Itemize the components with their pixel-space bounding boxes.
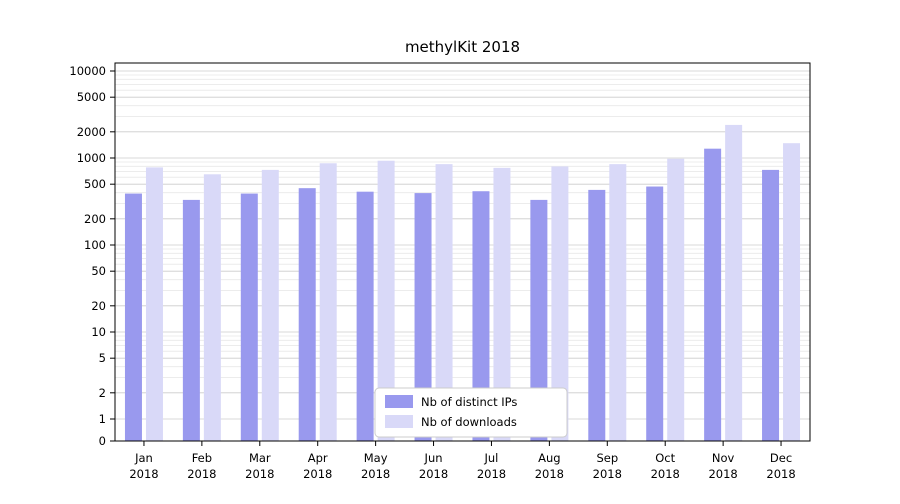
bar [783, 143, 801, 441]
series-nb-of-distinct-ips [124, 148, 780, 441]
x-tick-label-year: 2018 [477, 467, 506, 481]
x-tick-label-month: Mar [249, 451, 271, 465]
x-tick-label-month: Sep [596, 451, 618, 465]
legend-label: Nb of distinct IPs [421, 395, 517, 409]
y-tick-label: 2000 [77, 125, 106, 139]
x-axis: Jan 2018 Feb 2018 Mar 2018 Apr 2018 May 2018 Jun 20… [129, 441, 796, 481]
bar [240, 193, 258, 441]
x-tick-label-year: 2018 [129, 467, 158, 481]
y-tick-label: 5000 [77, 90, 106, 104]
bar [609, 164, 627, 441]
x-tick-label-year: 2018 [245, 467, 274, 481]
x-tick-label-year: 2018 [361, 467, 390, 481]
bar [377, 160, 395, 441]
x-tick-label-year: 2018 [708, 467, 737, 481]
bar [493, 167, 511, 441]
y-tick-label: 0 [99, 434, 106, 448]
x-tick-label-year: 2018 [593, 467, 622, 481]
bar [356, 191, 374, 441]
bar [588, 189, 606, 441]
y-tick-label: 10000 [69, 64, 106, 78]
y-tick-label: 1 [99, 412, 106, 426]
x-tick-label-year: 2018 [187, 467, 216, 481]
plot-frame [114, 62, 811, 442]
x-tick-label-year: 2018 [419, 467, 448, 481]
y-tick-label: 500 [84, 177, 106, 191]
y-tick-label: 100 [84, 238, 106, 252]
bar [530, 199, 548, 441]
bar [203, 174, 221, 441]
legend-swatch [385, 415, 413, 428]
bar [124, 193, 142, 441]
legend: Nb of distinct IPs Nb of downloads [374, 387, 568, 438]
bar [435, 164, 453, 441]
series-nb-of-downloads [145, 124, 801, 442]
x-tick-label-month: Oct [655, 451, 675, 465]
y-tick-label: 20 [91, 299, 106, 313]
x-tick-label-month: Apr [308, 451, 328, 465]
bar [182, 199, 200, 441]
bar [414, 193, 432, 441]
bar [762, 169, 780, 441]
x-tick-label-year: 2018 [651, 467, 680, 481]
x-tick-label-month: Dec [770, 451, 792, 465]
bar [298, 188, 316, 441]
x-tick-label-month: May [364, 451, 388, 465]
y-tick-label: 5 [99, 351, 106, 365]
gridlines [115, 70, 810, 442]
y-tick-label: 2 [99, 386, 106, 400]
bar [551, 166, 569, 442]
bar [704, 148, 722, 441]
y-tick-label: 1000 [77, 151, 106, 165]
y-tick-label: 200 [84, 212, 106, 226]
x-tick-label-month: Jul [484, 451, 499, 465]
y-tick-label: 10 [91, 325, 106, 339]
legend-box [374, 387, 568, 438]
bar [472, 191, 490, 441]
x-tick-label-month: Feb [192, 451, 212, 465]
x-tick-label-month: Aug [538, 451, 560, 465]
x-tick-label-month: Jan [134, 451, 153, 465]
x-tick-label-year: 2018 [535, 467, 564, 481]
x-tick-label-month: Jun [424, 451, 443, 465]
y-tick-label: 50 [91, 264, 106, 278]
x-tick-label-year: 2018 [303, 467, 332, 481]
plot-background [115, 63, 810, 441]
bar [646, 186, 664, 441]
legend-swatch [385, 395, 413, 408]
y-axis: 0 1 2 5 10 20 50 100 200 500 1000 2000 5000 10000 [69, 64, 115, 448]
bar [261, 169, 279, 441]
chart-title: methylKit 2018 [404, 38, 521, 56]
bar [319, 163, 337, 441]
bar [145, 167, 163, 442]
legend-label: Nb of downloads [421, 415, 517, 429]
bar [725, 124, 743, 441]
x-tick-label-year: 2018 [766, 467, 795, 481]
bar [667, 158, 685, 441]
x-tick-label-month: Nov [712, 451, 735, 465]
